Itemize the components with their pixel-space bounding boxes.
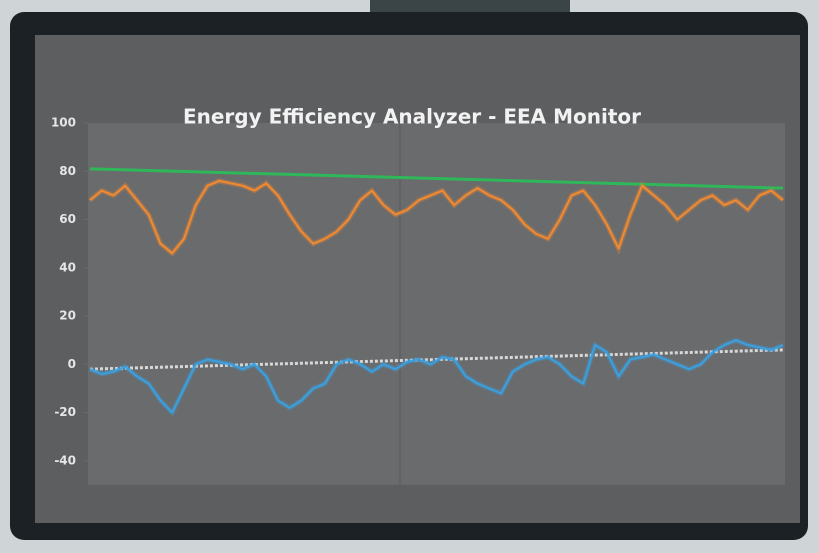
y-tick-label: 60 <box>59 212 76 226</box>
y-tick-label: 100 <box>51 116 76 130</box>
y-tick-label: -20 <box>54 405 76 419</box>
y-tick-label: -40 <box>54 453 76 467</box>
monitor-photo: Energy Efficiency Analyzer - EEA Monitor… <box>0 0 819 553</box>
y-tick-label: 20 <box>59 309 76 323</box>
y-tick-label: 40 <box>59 260 76 274</box>
y-tick-label: 80 <box>59 164 76 178</box>
y-tick-label: 0 <box>68 357 76 371</box>
chart-title: Energy Efficiency Analyzer - EEA Monitor <box>183 105 641 129</box>
